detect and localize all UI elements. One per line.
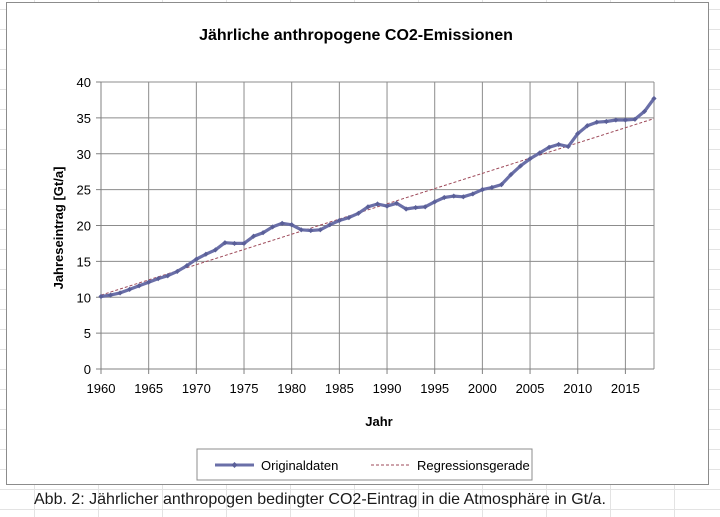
chart-title: Jährliche anthropogene CO2-Emissionen: [199, 27, 513, 44]
data-point-1997: [451, 193, 457, 199]
data-point-1979: [279, 220, 285, 226]
data-point-1989: [374, 201, 381, 207]
data-point-1971: [203, 251, 209, 257]
x-tick-label-1965: 1965: [134, 381, 163, 396]
chart-area[interactable]: Jährliche anthropogene CO2-Emissionen 0 5…: [6, 2, 709, 485]
data-point-2001: [489, 184, 495, 191]
data-point-1972: [212, 247, 219, 253]
data-point-1968: [174, 268, 180, 275]
data-point-1998: [460, 194, 466, 200]
originaldaten-line: [99, 96, 656, 299]
data-point-1994: [422, 204, 428, 210]
data-point-1965: [146, 279, 152, 285]
data-point-2005: [527, 156, 533, 162]
data-point-2012: [594, 119, 600, 125]
data-point-1980: [289, 222, 295, 228]
data-point-1993: [413, 204, 419, 211]
y-tick-label-20: 20: [77, 219, 91, 234]
data-point-1963: [127, 286, 133, 292]
data-point-1960: [98, 293, 104, 300]
data-point-2009: [565, 143, 571, 150]
legend-originaldaten-label: Originaldaten: [261, 458, 338, 473]
x-tick-label-2015: 2015: [611, 381, 640, 396]
x-tick-label-2005: 2005: [516, 381, 545, 396]
data-point-1978: [270, 224, 276, 230]
x-tick-label-2000: 2000: [468, 381, 497, 396]
data-point-1995: [432, 199, 438, 205]
regression-line: [100, 118, 655, 296]
y-tick-label-25: 25: [77, 183, 91, 198]
x-axis-tick-labels: 1960 1965 1970 1975 1980 1985 1990 1995 2000 2005…: [87, 381, 640, 396]
x-tick-label-1980: 1980: [277, 381, 306, 396]
y-axis-tick-labels: 0 5 10 15 20 25 30 35 40: [77, 75, 91, 377]
data-point-2006: [536, 150, 543, 156]
data-point-1975: [241, 240, 247, 247]
data-point-2017: [641, 108, 648, 115]
x-tick-label-1985: 1985: [325, 381, 354, 396]
y-tick-label-35: 35: [77, 111, 91, 126]
series-layer: [98, 95, 657, 300]
data-point-2013: [603, 118, 609, 125]
data-point-1967: [165, 273, 171, 279]
data-point-1996: [441, 194, 447, 201]
data-point-1966: [155, 275, 161, 282]
data-point-1985: [336, 217, 342, 224]
data-point-2004: [517, 163, 524, 169]
data-point-1961: [107, 292, 114, 298]
data-point-1991: [393, 200, 400, 206]
y-tick-label-30: 30: [77, 147, 91, 162]
data-point-1986: [346, 215, 352, 221]
y-tick-label-0: 0: [84, 362, 91, 377]
x-tick-label-1960: 1960: [87, 381, 116, 396]
data-point-2002: [498, 182, 505, 188]
data-point-1999: [470, 191, 476, 197]
axes: [100, 82, 654, 370]
x-axis-label: Jahr: [365, 414, 392, 429]
legend-originaldaten-marker: [231, 462, 238, 468]
data-point-1987: [355, 210, 362, 216]
data-point-1983: [317, 227, 323, 233]
legend-regressionsgerade-label: Regressionsgerade: [417, 458, 530, 473]
chart-svg: Jährliche anthropogene CO2-Emissionen 0 5…: [51, 27, 657, 481]
y-tick-label-15: 15: [77, 254, 91, 269]
data-point-2018: [651, 95, 657, 102]
data-point-2008: [556, 141, 562, 148]
x-tick-label-2010: 2010: [563, 381, 592, 396]
data-point-1973: [222, 240, 228, 246]
data-point-2003: [508, 171, 514, 178]
figure-caption: Abb. 2: Jährlicher anthropogen bedingter…: [34, 491, 606, 508]
data-point-1990: [384, 203, 390, 209]
data-point-1982: [308, 227, 314, 234]
y-tick-label-5: 5: [84, 326, 91, 341]
data-point-2016: [632, 116, 638, 122]
data-point-1988: [365, 204, 371, 210]
data-point-1976: [250, 233, 257, 239]
data-point-2000: [479, 187, 485, 193]
gridlines: [96, 81, 655, 374]
x-tick-label-1975: 1975: [230, 381, 259, 396]
data-point-1962: [117, 290, 123, 296]
x-tick-label-1990: 1990: [373, 381, 402, 396]
data-point-1974: [231, 240, 238, 247]
data-point-2007: [546, 144, 552, 150]
data-point-2010: [575, 131, 581, 137]
legend[interactable]: Originaldaten Regressionsgerade: [196, 448, 533, 481]
data-point-2011: [584, 123, 590, 129]
data-point-2015: [622, 117, 628, 123]
data-point-1964: [136, 283, 142, 289]
data-point-1992: [403, 206, 409, 212]
data-point-1981: [298, 227, 304, 233]
data-point-1969: [184, 263, 190, 269]
data-point-2014: [613, 117, 619, 123]
x-tick-label-1970: 1970: [182, 381, 211, 396]
x-tick-label-1995: 1995: [420, 381, 449, 396]
y-axis-label: Jahreseintrag [Gt/a]: [51, 167, 66, 290]
y-tick-label-40: 40: [77, 75, 91, 90]
data-point-1984: [327, 222, 333, 228]
y-tick-label-10: 10: [77, 290, 91, 305]
